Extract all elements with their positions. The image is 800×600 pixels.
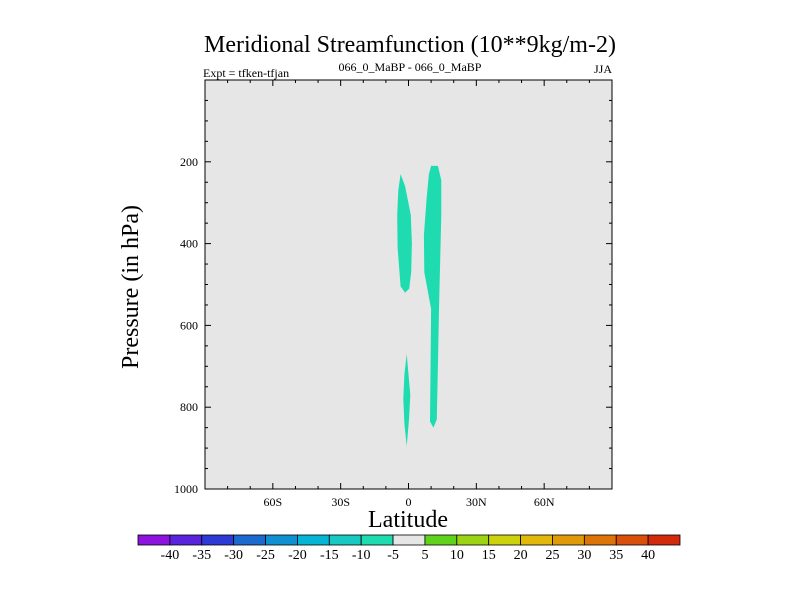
chart-subtitle-left: Expt = tfken-tfjan [203, 66, 289, 80]
colorbar-label: -20 [288, 548, 307, 563]
colorbar-label: -25 [256, 548, 275, 563]
colorbar-label: -15 [320, 548, 339, 563]
x-tick-label: 0 [406, 495, 412, 509]
x-axis-label: Latitude [368, 507, 448, 533]
colorbar-swatch [424, 534, 458, 546]
colorbar-label: -10 [352, 548, 371, 563]
colorbar-swatch [615, 534, 649, 546]
colorbar-label: -30 [224, 548, 243, 563]
colorbar-swatch [520, 534, 553, 546]
chart-subtitle-right: JJA [594, 62, 612, 76]
colorbar-label: 25 [545, 548, 559, 563]
contour-region-2 [423, 165, 442, 428]
x-tick-label: 60S [263, 495, 282, 509]
chart-subtitle-center: 066_0_MaBP - 066_0_MaBP [339, 60, 482, 74]
plot-area [204, 79, 613, 490]
y-tick-label: 1000 [174, 482, 198, 496]
colorbar-label: -35 [192, 548, 211, 563]
y-tick-label: 400 [180, 237, 198, 251]
contour-region-1 [397, 174, 412, 293]
x-tick-label: 60N [534, 495, 555, 509]
colorbar-swatch [552, 534, 585, 546]
colorbar-swatch [360, 534, 394, 546]
colorbar-swatch [297, 534, 330, 546]
y-tick-label: 600 [180, 318, 198, 332]
colorbar-label: 35 [609, 548, 623, 563]
x-tick-label: 30S [331, 495, 350, 509]
y-tick-label: 800 [180, 400, 198, 414]
colorbar-swatch [647, 534, 681, 546]
x-axis: 60S 30S 0 30N 60N [227, 80, 590, 509]
colorbar-swatch [488, 534, 521, 546]
colorbar-label: 30 [577, 548, 591, 563]
colorbar-swatch [456, 534, 490, 546]
colorbar-swatch [201, 534, 235, 546]
colorbar-swatch [328, 534, 362, 546]
colorbar-swatch [137, 534, 171, 546]
chart-title: Meridional Streamfunction (10**9kg/m-2) [204, 32, 616, 58]
colorbar-label: 40 [641, 548, 655, 563]
colorbar-swatch [233, 534, 266, 546]
colorbar-label: 10 [450, 548, 464, 563]
colorbar-label: -5 [387, 548, 399, 563]
y-axis-label: Pressure (in hPa) [118, 205, 144, 369]
colorbar-swatch [265, 534, 298, 546]
y-tick-label: 200 [180, 155, 198, 169]
colorbar-swatch [169, 534, 203, 546]
y-axis: 200 400 600 800 1000 [174, 99, 612, 496]
colorbar-label: 5 [421, 548, 428, 563]
colorbar-label: 20 [514, 548, 528, 563]
colorbar: -40 -35 -30 -25 -20 -15 -10 -5 5 10 15 20 25 30 35 40 [137, 534, 681, 563]
contour-region-3 [403, 354, 411, 447]
colorbar-label: -40 [161, 548, 180, 563]
colorbar-label: 15 [482, 548, 496, 563]
colorbar-swatch [583, 534, 617, 546]
colorbar-swatch [392, 534, 426, 546]
x-tick-label: 30N [466, 495, 487, 509]
